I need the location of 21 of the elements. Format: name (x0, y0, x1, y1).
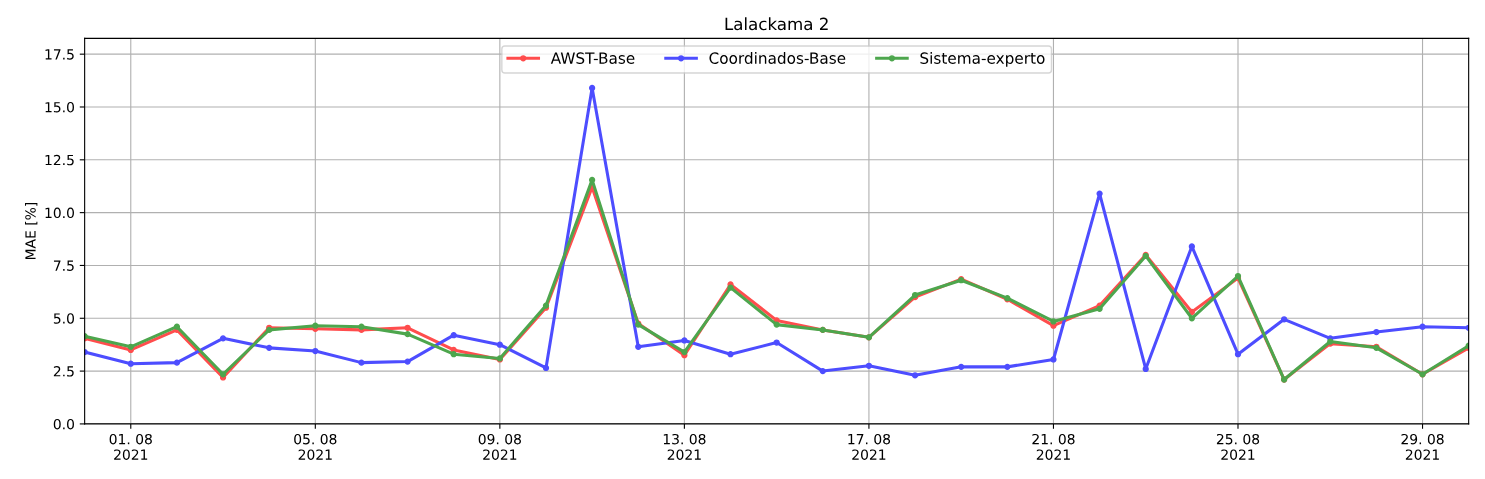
y-axis-title: MAE [%] (25, 202, 38, 260)
x-tick-label: 21. 08 2021 (1032, 433, 1075, 460)
y-tick-label: 7.5 (53, 260, 74, 271)
y-tick-label: 10.0 (45, 207, 74, 219)
y-tick-label: 2.5 (53, 366, 74, 377)
x-tick-label: 05. 08 2021 (294, 433, 337, 460)
chart-title: Lalackama 2 (725, 17, 828, 31)
y-tick-label: 17.5 (45, 49, 74, 60)
legend-label: Coordinados-Base (709, 52, 846, 64)
x-tick-label: 09. 08 2021 (478, 433, 521, 460)
x-tick-label: 29. 08 2021 (1401, 433, 1444, 460)
x-tick-label: 13. 08 2021 (663, 433, 706, 460)
y-tick-label: 15.0 (45, 101, 74, 113)
y-tick-label: 0.0 (53, 418, 74, 430)
legend-label: Sistema-experto (920, 52, 1045, 67)
y-tick-label: 5.0 (53, 313, 74, 324)
x-tick-label: 01. 08 2021 (109, 433, 152, 460)
legend-label: AWST-Base (550, 52, 635, 64)
x-tick-label: 25. 08 2021 (1216, 433, 1260, 460)
x-tick-label: 17. 08 2021 (848, 433, 891, 460)
y-tick-label: 12.5 (45, 154, 74, 166)
